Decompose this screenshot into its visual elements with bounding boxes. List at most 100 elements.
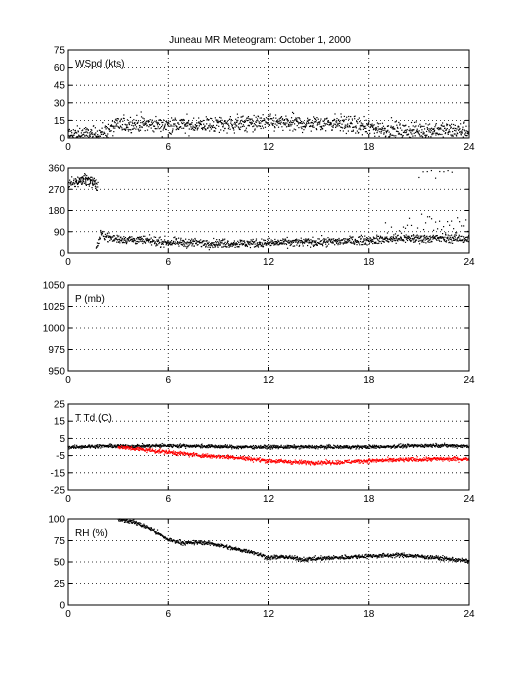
data-point bbox=[363, 459, 365, 461]
data-point bbox=[207, 447, 209, 449]
data-point bbox=[169, 452, 172, 454]
data-point bbox=[344, 238, 346, 240]
data-point bbox=[370, 240, 372, 242]
data-point bbox=[429, 238, 432, 240]
data-point bbox=[116, 120, 118, 122]
data-point bbox=[202, 445, 204, 447]
data-point bbox=[125, 241, 127, 243]
data-point bbox=[271, 123, 273, 126]
data-point bbox=[157, 450, 160, 452]
data-point bbox=[343, 119, 345, 121]
data-point bbox=[189, 242, 191, 244]
data-point bbox=[390, 239, 392, 242]
data-point bbox=[231, 446, 233, 449]
data-point bbox=[200, 123, 202, 125]
data-point bbox=[272, 122, 274, 125]
data-point bbox=[182, 241, 184, 243]
data-point bbox=[240, 445, 242, 447]
data-point bbox=[392, 237, 395, 239]
data-point bbox=[215, 455, 217, 458]
data-point bbox=[438, 445, 440, 447]
data-point bbox=[402, 134, 404, 137]
data-point bbox=[209, 123, 211, 125]
data-point bbox=[311, 460, 313, 462]
data-point bbox=[122, 447, 124, 449]
data-point bbox=[341, 119, 343, 122]
data-point bbox=[228, 446, 230, 448]
data-point bbox=[193, 126, 195, 128]
data-point bbox=[287, 444, 290, 447]
data-point bbox=[440, 445, 442, 447]
data-point bbox=[134, 124, 137, 126]
data-point bbox=[204, 125, 206, 127]
data-point bbox=[222, 126, 224, 128]
data-point bbox=[156, 122, 158, 125]
data-point bbox=[285, 446, 287, 448]
data-point bbox=[420, 131, 422, 134]
data-point bbox=[388, 457, 391, 460]
data-point bbox=[225, 243, 227, 246]
data-point bbox=[368, 447, 370, 449]
data-point bbox=[428, 457, 430, 459]
data-point bbox=[135, 445, 137, 448]
data-point bbox=[149, 238, 151, 240]
data-point bbox=[363, 126, 365, 128]
data-point bbox=[220, 242, 222, 244]
data-point bbox=[385, 239, 387, 242]
data-point bbox=[217, 444, 219, 447]
data-point bbox=[177, 241, 179, 243]
data-point bbox=[378, 242, 380, 244]
data-point bbox=[134, 522, 136, 524]
data-point bbox=[176, 126, 178, 128]
data-point bbox=[463, 236, 465, 238]
data-point bbox=[344, 445, 346, 447]
data-point bbox=[137, 238, 139, 240]
data-point bbox=[228, 456, 230, 459]
data-point bbox=[94, 446, 96, 448]
data-point bbox=[286, 461, 289, 463]
data-point bbox=[138, 241, 140, 243]
data-point bbox=[445, 129, 447, 132]
data-point bbox=[158, 445, 160, 447]
data-point bbox=[164, 123, 166, 125]
data-point bbox=[317, 122, 319, 124]
data-point bbox=[242, 124, 245, 126]
data-point bbox=[413, 459, 416, 461]
data-point bbox=[394, 128, 396, 130]
data-point bbox=[196, 241, 198, 243]
data-point bbox=[288, 447, 290, 449]
data-point bbox=[278, 243, 280, 246]
data-point bbox=[248, 241, 251, 243]
data-point bbox=[242, 458, 244, 460]
data-point bbox=[422, 228, 425, 231]
data-point bbox=[466, 239, 468, 241]
data-point bbox=[272, 117, 275, 119]
data-point bbox=[434, 177, 437, 179]
data-point bbox=[105, 446, 107, 448]
data-point bbox=[169, 120, 171, 123]
data-point bbox=[183, 443, 185, 445]
data-point bbox=[332, 238, 334, 240]
data-point bbox=[354, 461, 356, 463]
data-point bbox=[437, 444, 440, 447]
data-point bbox=[159, 119, 161, 121]
data-point bbox=[418, 130, 420, 132]
data-point bbox=[306, 461, 308, 463]
data-point bbox=[331, 129, 333, 131]
data-point bbox=[229, 243, 231, 245]
data-point bbox=[136, 240, 138, 243]
data-point bbox=[377, 126, 379, 128]
data-point bbox=[406, 238, 408, 240]
data-point bbox=[126, 447, 128, 449]
data-point bbox=[114, 127, 116, 129]
data-point bbox=[137, 121, 139, 124]
data-point bbox=[179, 126, 181, 128]
data-point bbox=[135, 520, 137, 523]
data-point bbox=[388, 461, 390, 463]
data-point bbox=[155, 452, 157, 454]
data-point bbox=[255, 460, 258, 462]
data-point bbox=[82, 176, 84, 178]
data-point bbox=[193, 445, 195, 447]
data-point bbox=[284, 447, 286, 449]
data-point bbox=[86, 446, 88, 448]
